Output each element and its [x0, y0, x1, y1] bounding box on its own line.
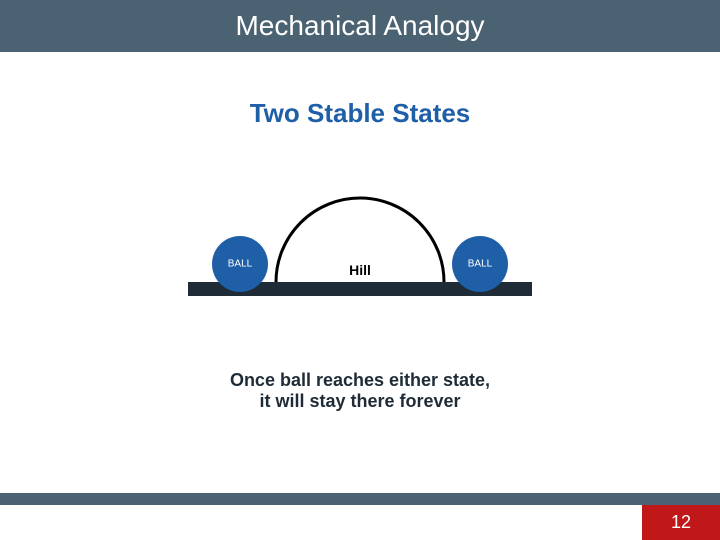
ball-left: BALL: [212, 236, 268, 292]
slide-title: Mechanical Analogy: [235, 10, 484, 42]
subtitle: Two Stable States: [0, 98, 720, 129]
slide: Mechanical Analogy Two Stable States BAL…: [0, 0, 720, 540]
diagram-svg: BALL BALL Hill: [0, 152, 720, 322]
caption-line-2: it will stay there forever: [0, 391, 720, 412]
caption: Once ball reaches either state, it will …: [0, 370, 720, 412]
title-bar: Mechanical Analogy: [0, 0, 720, 52]
caption-line-1: Once ball reaches either state,: [0, 370, 720, 391]
page-number: 12: [642, 505, 720, 540]
ball-right-label: BALL: [468, 259, 493, 270]
ball-left-label: BALL: [228, 259, 253, 270]
ball-right: BALL: [452, 236, 508, 292]
diagram-container: BALL BALL Hill: [0, 152, 720, 327]
footer-bar: [0, 493, 720, 505]
hill-label: Hill: [349, 262, 371, 278]
